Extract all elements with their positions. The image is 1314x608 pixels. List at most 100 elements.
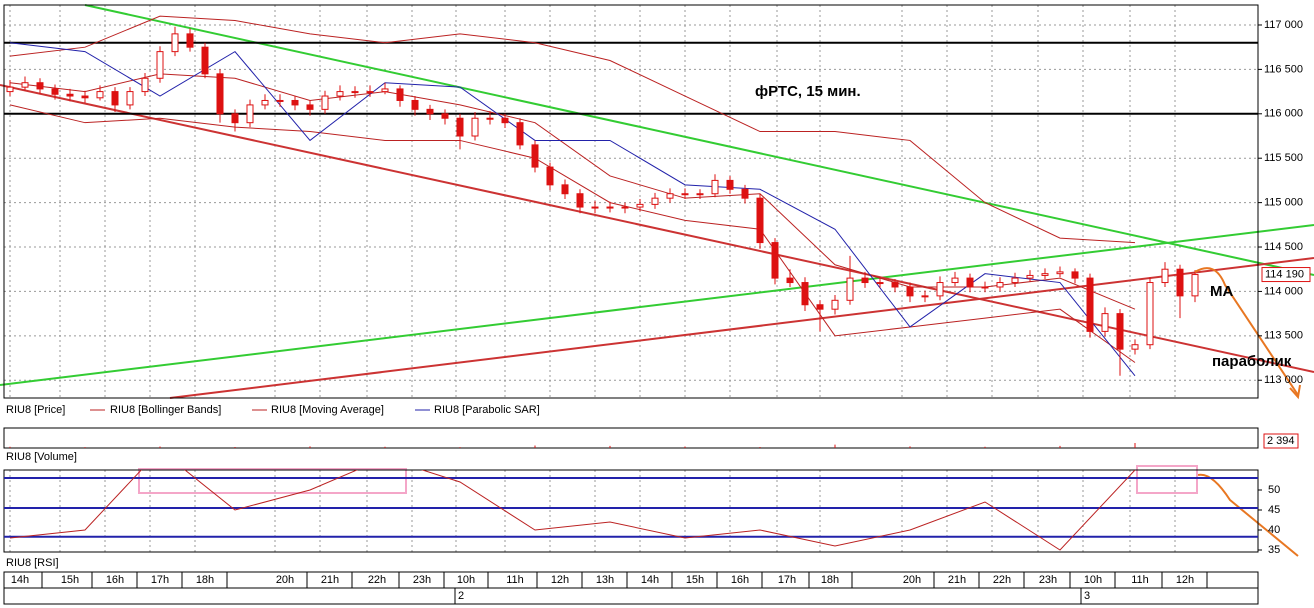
candle-body — [726, 179, 734, 190]
y-tick-label: 117 000 — [1264, 19, 1303, 31]
highlight — [1136, 465, 1198, 494]
x-tick-label: 20h — [276, 574, 294, 586]
date-label: 2 — [458, 590, 464, 602]
candle-body — [21, 82, 29, 88]
candle-body — [111, 91, 119, 106]
candle-body — [801, 282, 809, 306]
candle-body — [1101, 313, 1109, 332]
rsi-line — [9, 470, 1136, 551]
y-tick-label: 45 — [1268, 504, 1280, 516]
candle-body — [651, 197, 659, 205]
x-tick-label: 11h — [1131, 574, 1149, 586]
x-tick-label: 22h — [993, 574, 1011, 586]
candle-body — [906, 286, 914, 297]
chart-title: фРТС, 15 мин. — [755, 83, 861, 100]
annotation: MA — [1210, 283, 1233, 300]
candle-body — [891, 282, 899, 288]
last-price-label: 114 190 — [1265, 268, 1304, 280]
annotation: параболик — [1212, 353, 1292, 370]
candle-body — [486, 117, 494, 120]
candle-body — [516, 122, 524, 146]
candle-body — [636, 203, 644, 208]
y-tick-label: 40 — [1268, 524, 1280, 536]
arrow — [1194, 267, 1299, 396]
x-tick-label: 12h — [1176, 574, 1194, 586]
arrow-head — [1289, 384, 1301, 400]
x-tick-label: 10h — [457, 574, 475, 586]
candle-body — [501, 117, 509, 124]
candle-body — [621, 206, 629, 209]
legend-entry: RIU8 [Parabolic SAR] — [434, 404, 540, 416]
candle-body — [276, 99, 284, 102]
rsi-frame — [3, 469, 1259, 553]
x-tick-label: 22h — [368, 574, 386, 586]
x-tick-label: 15h — [61, 574, 79, 586]
candle-body — [696, 193, 704, 196]
candle-body — [1071, 271, 1079, 279]
candle-body — [1191, 274, 1199, 297]
candle-body — [1026, 274, 1034, 279]
x-tick-label: 10h — [1084, 574, 1102, 586]
bollinger-upper — [9, 15, 1136, 244]
x-tick-label: 15h — [686, 574, 704, 586]
candle-body — [186, 33, 194, 48]
parabolic-sar — [9, 42, 1136, 377]
candle-body — [246, 104, 254, 124]
legend-entry: RIU8 [Bollinger Bands] — [110, 404, 221, 416]
candle-body — [216, 73, 224, 115]
x-tick-label: 14h — [641, 574, 659, 586]
highlight — [138, 468, 407, 494]
candle-body — [1161, 268, 1169, 284]
candle-body — [1056, 271, 1064, 275]
y-tick-label: 50 — [1268, 484, 1280, 496]
candle-body — [966, 277, 974, 288]
x-tick-label: 18h — [821, 574, 839, 586]
y-tick-label: 113 000 — [1264, 374, 1303, 386]
x-tick-label: 17h — [151, 574, 169, 586]
candle-body — [921, 295, 929, 298]
candle-body — [471, 117, 479, 137]
candle-body — [831, 299, 839, 310]
candle-body — [1131, 344, 1139, 350]
candle-body — [291, 99, 299, 106]
candle-body — [321, 95, 329, 110]
x-tick-label: 23h — [413, 574, 431, 586]
candle-body — [201, 46, 209, 75]
candle-body — [456, 117, 464, 137]
candle-body — [51, 88, 59, 95]
candle-body — [231, 113, 239, 124]
candle-body — [81, 95, 89, 99]
y-tick-label: 114 000 — [1264, 285, 1303, 297]
candle-body — [591, 206, 599, 209]
volume-frame — [3, 427, 1259, 449]
y-tick-label: 116 000 — [1264, 108, 1303, 120]
candle-body — [66, 93, 74, 97]
x-tick-label: 17h — [778, 574, 796, 586]
x-tick-label: 21h — [948, 574, 966, 586]
y-tick-label: 35 — [1268, 544, 1280, 556]
candle-body — [1041, 273, 1049, 276]
candle-body — [1146, 282, 1154, 346]
candle-body — [96, 91, 104, 99]
x-tick-label: 14h — [11, 574, 29, 586]
x-tick-label: 21h — [321, 574, 339, 586]
legend-entry: RIU8 [Price] — [6, 404, 65, 416]
candle-body — [981, 286, 989, 289]
candle-body — [531, 144, 539, 168]
x-tick-label: 12h — [551, 574, 569, 586]
candle-body — [171, 33, 179, 53]
candle-body — [351, 91, 359, 94]
candle-body — [996, 282, 1004, 288]
panel-title: RIU8 [RSI] — [6, 557, 59, 569]
last-price-box — [1261, 267, 1311, 283]
candle-body — [711, 179, 719, 195]
candle-body — [426, 108, 434, 115]
x-tick-label: 11h — [506, 574, 524, 586]
legend-entry: RIU8 [Moving Average] — [271, 404, 384, 416]
candle-body — [1116, 313, 1124, 350]
bollinger-lower — [9, 104, 1136, 363]
candle-body — [771, 242, 779, 279]
candle-body — [936, 282, 944, 297]
trend-line — [0, 224, 1314, 386]
